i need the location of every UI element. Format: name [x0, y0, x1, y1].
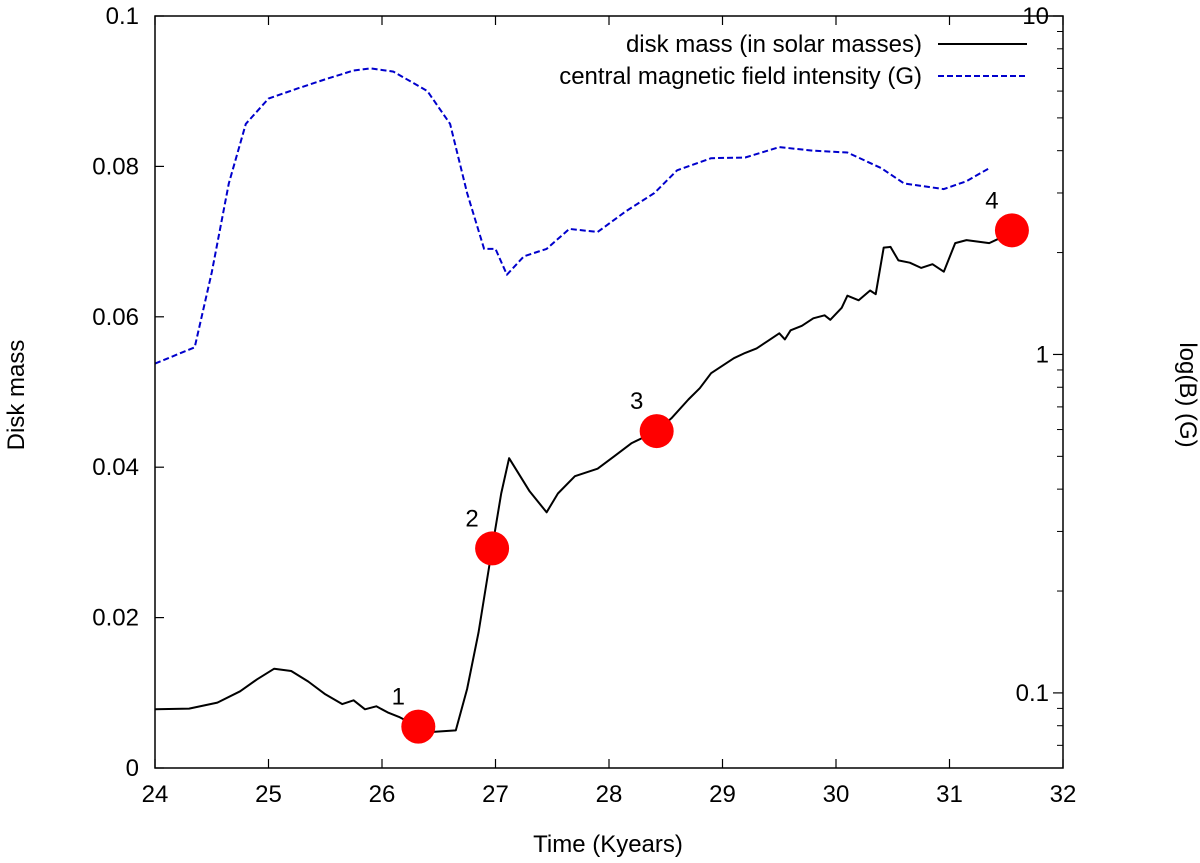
y-tick-label: 0.1 — [106, 3, 139, 30]
x-tick-label: 25 — [255, 781, 282, 808]
x-tick-label: 31 — [936, 781, 963, 808]
y2-tick-label: 1 — [1036, 341, 1049, 368]
x-tick-label: 27 — [482, 781, 509, 808]
x-tick-label: 28 — [596, 781, 623, 808]
x-tick-label: 29 — [709, 781, 736, 808]
y2-tick-label: 10 — [1022, 3, 1049, 30]
series-line-2 — [154, 67, 990, 365]
y-tick-label: 0 — [126, 755, 139, 782]
legend-label-1: disk mass (in solar masses) — [626, 31, 922, 58]
marker-point-2 — [475, 531, 510, 566]
y2-tick-label: 0.1 — [1016, 680, 1049, 707]
marker-label-3: 3 — [630, 388, 643, 415]
y-tick-label: 0.02 — [92, 605, 139, 632]
marker-label-2: 2 — [465, 505, 478, 532]
legend: disk mass (in solar masses) central magne… — [559, 31, 1027, 90]
x-axis-label: Time (Kyears) — [533, 831, 683, 858]
x-tick-label: 30 — [823, 781, 850, 808]
marker-point-3 — [639, 414, 674, 449]
y-axis-label: Disk mass — [3, 340, 30, 451]
marker-point-4 — [994, 213, 1029, 248]
axes: 24 25 26 27 28 29 30 31 3200.020.040.060.080.10.… — [92, 3, 1076, 808]
marker-label-1: 1 — [392, 684, 405, 711]
series-line-1 — [154, 229, 1013, 733]
plot-area: 1 2 3 4 — [154, 67, 1029, 744]
marker-point-1 — [401, 709, 436, 744]
y-tick-label: 0.08 — [92, 153, 139, 180]
x-tick-label: 32 — [1050, 781, 1077, 808]
y-tick-label: 0.04 — [92, 454, 139, 481]
x-tick-label: 24 — [142, 781, 169, 808]
marker-label-4: 4 — [985, 187, 998, 214]
plot-frame — [154, 15, 1064, 769]
x-tick-label: 26 — [369, 781, 396, 808]
legend-label-2: central magnetic field intensity (G) — [559, 63, 922, 90]
y2-axis-label: log(B) (G) — [1174, 342, 1200, 447]
y-tick-label: 0.06 — [92, 304, 139, 331]
